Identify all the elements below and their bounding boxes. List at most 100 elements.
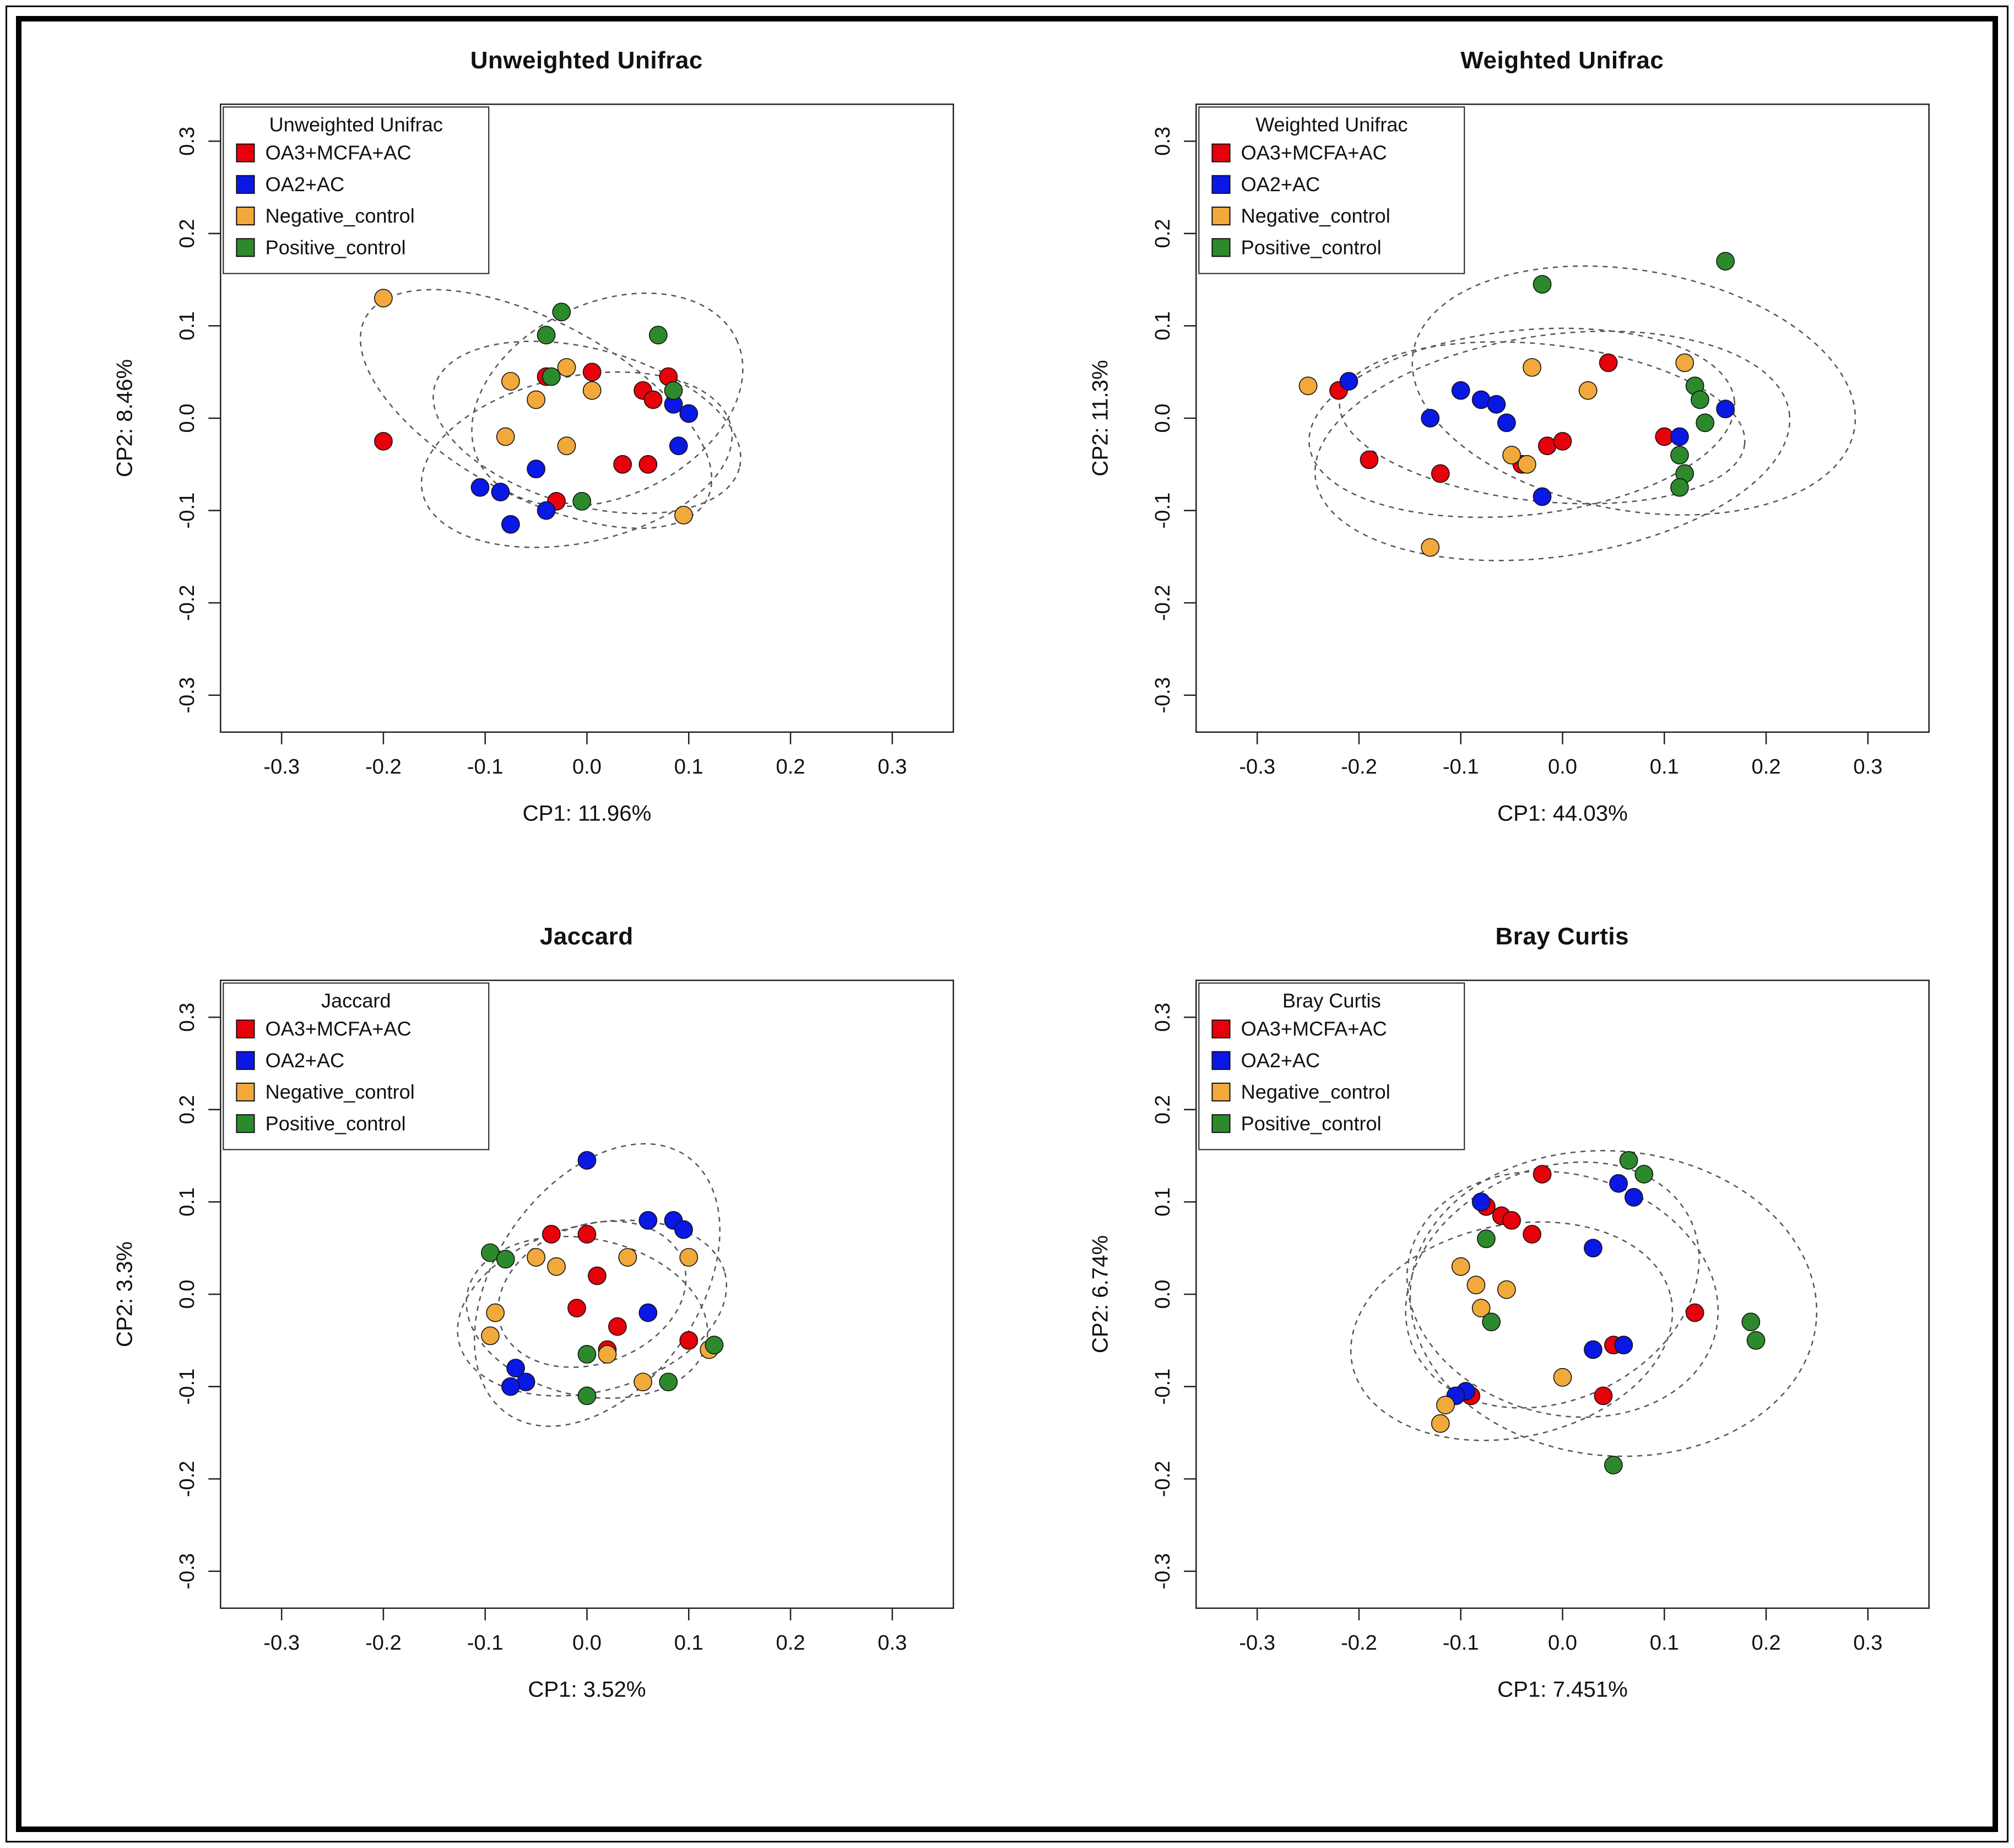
svg-text:-0.3: -0.3 (1239, 1631, 1275, 1655)
svg-text:-0.2: -0.2 (175, 1461, 199, 1497)
svg-text:0.3: 0.3 (878, 755, 907, 779)
inner-frame: Unweighted Unifrac -0.3 -0.3 -0.2 -0.2 -0.1-… (16, 16, 1998, 1832)
svg-text:Jaccard: Jaccard (321, 989, 391, 1012)
svg-text:-0.3: -0.3 (1151, 1553, 1174, 1590)
svg-text:CP2: 11.3%: CP2: 11.3% (1088, 360, 1113, 476)
panel-title: Jaccard (539, 922, 634, 950)
svg-text:-0.3: -0.3 (175, 677, 199, 714)
svg-text:-0.3: -0.3 (1239, 755, 1275, 779)
svg-text:0.0: 0.0 (175, 1279, 199, 1309)
unweighted-unifrac-plot: -0.3 -0.3 -0.2 -0.2 -0.1 -0.1 0.0 0.0 0.1 0.1 0.2 0… (112, 103, 954, 825)
svg-text:-0.1: -0.1 (467, 755, 504, 779)
svg-text:0.0: 0.0 (1548, 755, 1577, 779)
svg-text:Negative_control: Negative_control (1241, 204, 1390, 227)
panel-title: Bray Curtis (1495, 922, 1629, 950)
svg-text:OA3+MCFA+AC: OA3+MCFA+AC (1241, 142, 1387, 164)
svg-text:-0.2: -0.2 (365, 1631, 402, 1655)
svg-text:-0.1: -0.1 (1443, 755, 1479, 779)
svg-text:0.3: 0.3 (1151, 1003, 1174, 1032)
svg-text:0.2: 0.2 (175, 1095, 199, 1124)
svg-text:-0.2: -0.2 (1151, 585, 1174, 621)
svg-text:0.1: 0.1 (1650, 1631, 1679, 1655)
svg-text:0.0: 0.0 (1151, 403, 1174, 433)
svg-text:CP1: 3.52%: CP1: 3.52% (528, 1677, 646, 1701)
svg-text:0.1: 0.1 (1151, 311, 1174, 341)
svg-text:-0.1: -0.1 (467, 1631, 504, 1655)
svg-text:0.0: 0.0 (572, 1631, 602, 1655)
svg-text:0.3: 0.3 (1853, 1631, 1882, 1655)
svg-text:0.2: 0.2 (1151, 1095, 1174, 1124)
svg-text:Negative_control: Negative_control (1241, 1080, 1390, 1103)
svg-text:0.0: 0.0 (175, 403, 199, 433)
svg-text:-0.1: -0.1 (175, 1369, 199, 1405)
svg-text:OA3+MCFA+AC: OA3+MCFA+AC (1241, 1017, 1387, 1040)
svg-text:OA2+AC: OA2+AC (266, 173, 345, 196)
svg-text:Weighted Unifrac: Weighted Unifrac (1255, 113, 1407, 136)
weighted-unifrac-plot: -0.3 -0.3 -0.2 -0.2 -0.1 -0.1 0.0 0.0 0.1 0.1 0.2 0… (1088, 103, 1930, 825)
svg-text:0.0: 0.0 (1548, 1631, 1577, 1655)
svg-text:-0.2: -0.2 (1341, 755, 1377, 779)
svg-text:0.2: 0.2 (1752, 1631, 1781, 1655)
svg-text:Unweighted Unifrac: Unweighted Unifrac (269, 113, 443, 136)
panel-title: Unweighted Unifrac (470, 47, 703, 74)
svg-text:Positive_control: Positive_control (266, 1112, 406, 1134)
plot-grid: Unweighted Unifrac -0.3 -0.3 -0.2 -0.2 -0.1-… (38, 47, 1976, 1760)
svg-text:OA2+AC: OA2+AC (266, 1049, 345, 1072)
svg-text:0.1: 0.1 (1151, 1187, 1174, 1217)
panel-unweighted-unifrac: Unweighted Unifrac -0.3 -0.3 -0.2 -0.2 -0.1-… (38, 47, 1000, 884)
svg-text:Positive_control: Positive_control (266, 236, 406, 258)
svg-text:0.2: 0.2 (776, 1631, 805, 1655)
svg-text:OA2+AC: OA2+AC (1241, 173, 1320, 196)
svg-text:0.1: 0.1 (175, 1187, 199, 1217)
svg-text:-0.1: -0.1 (175, 493, 199, 529)
svg-text:0.3: 0.3 (878, 1631, 907, 1655)
svg-text:0.3: 0.3 (175, 127, 199, 156)
svg-text:Positive_control: Positive_control (1241, 236, 1382, 258)
svg-text:Bray Curtis: Bray Curtis (1282, 989, 1381, 1012)
svg-text:-0.2: -0.2 (175, 585, 199, 621)
svg-text:-0.2: -0.2 (365, 755, 402, 779)
svg-text:CP1: 7.451%: CP1: 7.451% (1497, 1677, 1628, 1701)
svg-text:OA3+MCFA+AC: OA3+MCFA+AC (266, 1017, 412, 1040)
svg-text:-0.1: -0.1 (1151, 1369, 1174, 1405)
svg-text:0.0: 0.0 (1151, 1279, 1174, 1309)
svg-text:CP1: 44.03%: CP1: 44.03% (1497, 801, 1628, 825)
svg-text:-0.3: -0.3 (1151, 677, 1174, 714)
panel-jaccard: Jaccard -0.3 -0.3 -0.2 -0.2 -0.1 -0.1 0.0 0.0 0.… (38, 923, 1000, 1760)
svg-text:-0.2: -0.2 (1151, 1461, 1174, 1497)
svg-text:0.3: 0.3 (1151, 127, 1174, 156)
svg-text:0.1: 0.1 (674, 1631, 703, 1655)
panel-weighted-unifrac: Weighted Unifrac -0.3 -0.3 -0.2 -0.2 -0.1 -0.… (1014, 47, 1976, 884)
svg-text:0.2: 0.2 (175, 219, 199, 248)
svg-text:0.1: 0.1 (175, 311, 199, 341)
jaccard-plot: -0.3 -0.3 -0.2 -0.2 -0.1 -0.1 0.0 0.0 0.1 0.1 0.2 0… (112, 979, 954, 1701)
svg-text:0.2: 0.2 (776, 755, 805, 779)
svg-text:0.3: 0.3 (1853, 755, 1882, 779)
svg-text:Negative_control: Negative_control (266, 204, 415, 227)
svg-text:Negative_control: Negative_control (266, 1080, 415, 1103)
svg-text:-0.3: -0.3 (263, 1631, 300, 1655)
svg-text:Positive_control: Positive_control (1241, 1112, 1382, 1134)
panel-bray-curtis: Bray Curtis -0.3 -0.3 -0.2 -0.2 -0.1 -0.1 0.0 0… (1014, 923, 1976, 1760)
svg-text:-0.3: -0.3 (263, 755, 300, 779)
svg-text:0.2: 0.2 (1151, 219, 1174, 248)
svg-text:CP2: 8.46%: CP2: 8.46% (112, 359, 137, 477)
svg-text:-0.2: -0.2 (1341, 1631, 1377, 1655)
svg-text:CP2: 6.74%: CP2: 6.74% (1088, 1235, 1113, 1353)
svg-text:-0.1: -0.1 (1151, 493, 1174, 529)
svg-text:0.1: 0.1 (1650, 755, 1679, 779)
svg-text:-0.3: -0.3 (175, 1553, 199, 1590)
svg-text:0.1: 0.1 (674, 755, 703, 779)
svg-text:CP1: 11.96%: CP1: 11.96% (523, 801, 652, 825)
svg-text:0.2: 0.2 (1752, 755, 1781, 779)
svg-text:0.0: 0.0 (572, 755, 602, 779)
svg-text:CP2: 3.3%: CP2: 3.3% (112, 1241, 137, 1347)
panel-title: Weighted Unifrac (1460, 47, 1664, 74)
svg-text:OA2+AC: OA2+AC (1241, 1049, 1320, 1072)
svg-text:OA3+MCFA+AC: OA3+MCFA+AC (266, 142, 412, 164)
svg-text:-0.1: -0.1 (1443, 1631, 1479, 1655)
outer-frame: Unweighted Unifrac -0.3 -0.3 -0.2 -0.2 -0.1-… (6, 6, 2008, 1842)
bray-curtis-plot: -0.3 -0.3 -0.2 -0.2 -0.1 -0.1 0.0 0.0 0.1 0.1 0.2 0… (1088, 979, 1930, 1701)
svg-text:0.3: 0.3 (175, 1003, 199, 1032)
